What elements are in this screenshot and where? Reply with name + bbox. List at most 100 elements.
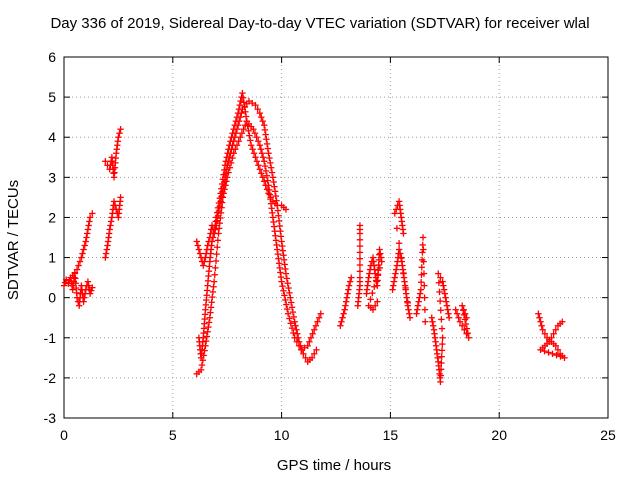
data-point	[222, 182, 229, 189]
data-point	[117, 126, 124, 133]
data-point	[396, 250, 404, 257]
data-point	[429, 318, 436, 325]
data-point	[461, 310, 469, 317]
data-point	[389, 286, 396, 293]
data-point	[263, 172, 271, 179]
data-point	[460, 306, 467, 313]
data-point	[309, 330, 316, 337]
data-point	[290, 329, 297, 337]
data-point	[196, 250, 204, 257]
data-point	[264, 145, 272, 152]
data-point	[356, 236, 364, 243]
data-point	[548, 334, 555, 341]
data-point	[372, 277, 380, 284]
data-point	[314, 318, 321, 325]
data-point	[106, 226, 113, 233]
data-point	[202, 342, 209, 349]
data-point	[193, 238, 200, 245]
data-point	[415, 298, 422, 305]
data-point	[213, 250, 220, 258]
y-tick-label: -2	[44, 370, 57, 386]
data-point	[549, 350, 556, 358]
x-tick-label: 15	[383, 427, 399, 443]
data-point	[297, 346, 305, 354]
data-point	[232, 130, 240, 137]
data-point	[536, 314, 543, 321]
data-point	[374, 270, 382, 278]
data-point	[257, 146, 265, 153]
data-point	[255, 138, 262, 145]
data-point	[249, 146, 256, 153]
data-point	[259, 154, 267, 161]
data-point	[369, 306, 377, 313]
data-point	[398, 254, 405, 262]
data-point	[455, 314, 462, 321]
data-point	[209, 234, 217, 241]
data-point	[421, 306, 429, 313]
data-point	[345, 286, 352, 293]
data-point	[552, 342, 559, 349]
data-point	[444, 306, 451, 313]
data-point	[258, 113, 265, 121]
data-point	[80, 246, 87, 253]
data-point	[224, 174, 231, 181]
data-point	[226, 164, 234, 171]
data-point	[237, 134, 244, 141]
data-point	[337, 322, 344, 329]
data-point	[261, 162, 269, 170]
data-points	[60, 89, 568, 386]
data-point	[102, 250, 110, 257]
data-point	[445, 314, 453, 321]
data-point	[405, 306, 412, 313]
data-point	[205, 319, 213, 326]
data-point	[269, 174, 277, 181]
data-point	[438, 359, 445, 367]
data-point	[83, 234, 90, 241]
data-point	[262, 131, 269, 138]
data-point	[413, 310, 420, 317]
x-tick-label: 20	[491, 427, 507, 443]
data-point	[84, 226, 92, 233]
data-point	[295, 342, 303, 349]
data-point	[420, 246, 427, 253]
data-point	[317, 310, 324, 317]
data-point	[230, 150, 237, 157]
data-point	[406, 310, 413, 317]
data-point	[311, 326, 318, 333]
data-point	[440, 282, 447, 289]
data-point	[73, 266, 81, 273]
y-tick-label: 0	[48, 290, 56, 306]
data-point	[291, 318, 298, 325]
data-point	[294, 330, 301, 337]
data-point	[437, 307, 444, 314]
data-point	[285, 284, 292, 292]
data-point	[203, 333, 211, 340]
data-point	[211, 271, 218, 278]
data-point	[376, 264, 384, 272]
data-point	[442, 294, 449, 301]
data-point	[239, 94, 247, 101]
data-point	[252, 154, 259, 161]
data-point	[287, 299, 295, 306]
data-point	[62, 276, 70, 283]
data-point	[344, 290, 351, 297]
grid-lines	[64, 57, 608, 418]
data-point	[245, 127, 252, 135]
axes	[63, 56, 609, 419]
data-point	[302, 354, 309, 362]
data-point	[258, 150, 266, 157]
data-point	[286, 289, 293, 297]
data-point	[116, 130, 123, 137]
data-point	[441, 290, 448, 297]
data-point	[541, 330, 549, 337]
data-point	[200, 352, 207, 359]
data-point	[420, 258, 427, 265]
data-point	[238, 109, 245, 117]
data-point	[249, 99, 256, 107]
data-point	[356, 261, 364, 269]
data-point	[338, 318, 345, 325]
data-point	[546, 338, 553, 345]
data-point	[459, 322, 466, 329]
data-point	[313, 346, 320, 354]
data-point	[200, 262, 207, 269]
